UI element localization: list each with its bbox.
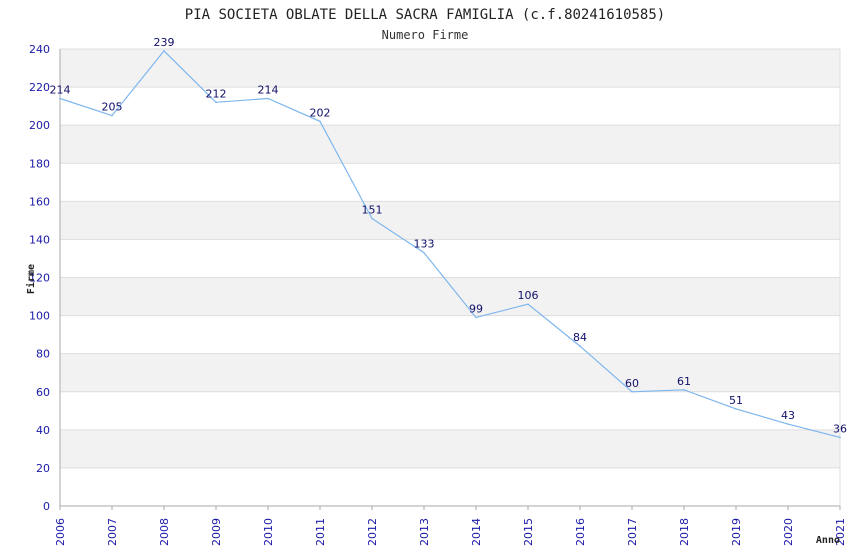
data-label: 36 [833, 422, 847, 435]
data-label: 106 [518, 289, 539, 302]
data-point [527, 303, 529, 305]
y-tick-label: 120 [29, 272, 50, 285]
x-tick-label: 2018 [678, 518, 691, 546]
y-tick-label: 200 [29, 119, 50, 132]
x-tick-label: 2016 [574, 518, 587, 546]
data-label: 133 [414, 238, 435, 251]
y-tick-label: 0 [43, 500, 50, 513]
background-band [60, 353, 840, 392]
chart-title: PIA SOCIETA OBLATE DELLA SACRA FAMIGLIA … [185, 7, 665, 23]
y-tick-label: 240 [29, 43, 50, 56]
x-tick-label: 2011 [314, 518, 327, 546]
data-point [423, 251, 425, 254]
x-tick-label: 2014 [470, 518, 483, 546]
data-point [787, 423, 789, 425]
data-label: 214 [50, 84, 71, 97]
data-label: 151 [362, 203, 383, 216]
x-axis-label: Anno [816, 535, 840, 546]
y-tick-label: 140 [29, 233, 50, 246]
x-tick-label: 2015 [522, 518, 535, 546]
y-axis-label: Firme [25, 264, 37, 294]
data-label: 84 [573, 331, 587, 344]
y-tick-label: 80 [36, 348, 50, 361]
gridlines [60, 48, 840, 469]
x-tick-label: 2020 [782, 518, 795, 546]
data-point [631, 390, 633, 393]
x-tick-label: 2013 [418, 518, 431, 546]
y-tick-labels: 0 20 40 60 80 100 120 140 160 180 200 220 240 [29, 43, 50, 513]
x-tick-label: 2008 [158, 518, 171, 546]
series-line [59, 50, 841, 438]
data-labels: 214 205 239 212 214 202 151 133 99 106 84 60 61 51 43 3… [50, 36, 848, 436]
y-tick-label: 100 [29, 310, 50, 323]
background-band [60, 49, 840, 88]
background-bands [60, 49, 840, 468]
y-tick-label: 40 [36, 424, 50, 437]
background-band [60, 429, 840, 468]
data-label: 212 [206, 87, 227, 100]
x-tick-label: 2007 [106, 518, 119, 546]
data-point [579, 345, 581, 347]
data-label: 205 [102, 101, 123, 114]
data-point [683, 389, 685, 391]
x-tick-label: 2021 [834, 518, 847, 546]
y-tick-label: 220 [29, 81, 50, 94]
x-tick-label: 2012 [366, 518, 379, 546]
x-tick-label: 2010 [262, 518, 275, 546]
data-label: 202 [310, 106, 331, 119]
data-point [735, 408, 737, 410]
data-label: 61 [677, 375, 691, 388]
chart-subtitle: Numero Firme [382, 28, 469, 42]
data-point [215, 101, 217, 104]
background-band [60, 201, 840, 240]
data-point [267, 97, 269, 100]
data-point [319, 120, 321, 123]
background-band [60, 125, 840, 164]
y-tick-label: 60 [36, 386, 50, 399]
data-label: 99 [469, 302, 483, 315]
axes [59, 49, 841, 510]
y-tick-label: 20 [36, 462, 50, 475]
data-label: 51 [729, 394, 743, 407]
x-tick-labels: 2006 2007 2008 2009 2010 2011 2012 2013 2014 2015… [54, 518, 847, 546]
data-point [839, 436, 841, 439]
data-point [371, 217, 373, 220]
data-point [59, 97, 61, 100]
data-point [475, 316, 477, 319]
data-label: 239 [154, 36, 175, 49]
series-line-group [59, 50, 841, 439]
y-tick-label: 180 [29, 157, 50, 170]
data-point [163, 50, 165, 52]
data-label: 60 [625, 377, 639, 390]
x-tick-label: 2006 [54, 518, 67, 546]
x-tick-label: 2017 [626, 518, 639, 546]
x-tick-label: 2009 [210, 518, 223, 546]
data-label: 214 [258, 84, 279, 97]
x-tick-label: 2019 [730, 518, 743, 546]
data-point [111, 114, 113, 117]
data-label: 43 [781, 409, 795, 422]
y-tick-label: 160 [29, 195, 50, 208]
background-band [60, 277, 840, 316]
